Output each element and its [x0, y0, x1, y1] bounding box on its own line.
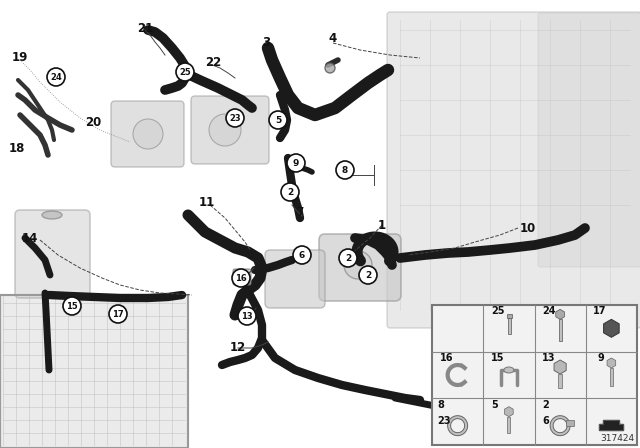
Text: 5: 5	[275, 116, 281, 125]
Text: 20: 20	[85, 116, 101, 129]
FancyBboxPatch shape	[387, 12, 640, 328]
Ellipse shape	[284, 187, 296, 197]
Text: 15: 15	[66, 302, 78, 310]
Text: 25: 25	[491, 306, 504, 316]
Text: 2: 2	[542, 400, 549, 409]
Text: 11: 11	[199, 195, 215, 208]
Text: 21: 21	[137, 22, 153, 34]
Circle shape	[232, 269, 250, 287]
Circle shape	[293, 246, 311, 264]
Text: 24: 24	[542, 306, 556, 316]
Circle shape	[176, 63, 194, 81]
Text: 25: 25	[179, 68, 191, 77]
Text: 10: 10	[520, 221, 536, 234]
FancyBboxPatch shape	[111, 101, 184, 167]
FancyBboxPatch shape	[191, 96, 269, 164]
Circle shape	[336, 161, 354, 179]
Text: 23: 23	[438, 416, 451, 426]
Circle shape	[359, 266, 377, 284]
Bar	[508, 417, 510, 433]
Ellipse shape	[325, 63, 335, 73]
Bar	[0, 295, 188, 448]
Text: 3: 3	[262, 35, 270, 48]
Text: 15: 15	[491, 353, 504, 363]
Bar	[559, 319, 562, 341]
Text: 13: 13	[241, 311, 253, 320]
Text: 17: 17	[593, 306, 607, 316]
FancyBboxPatch shape	[538, 13, 640, 267]
Bar	[566, 420, 574, 426]
Text: 18: 18	[9, 142, 25, 155]
Text: 6: 6	[299, 250, 305, 259]
Text: 1: 1	[378, 219, 386, 232]
Text: 9: 9	[597, 353, 604, 363]
Text: 9: 9	[293, 159, 299, 168]
Text: 17: 17	[112, 310, 124, 319]
Text: 12: 12	[230, 340, 246, 353]
Circle shape	[339, 249, 357, 267]
Text: 16: 16	[235, 273, 247, 283]
Circle shape	[63, 297, 81, 315]
Ellipse shape	[133, 119, 163, 149]
Text: 4: 4	[329, 31, 337, 44]
Text: 16: 16	[440, 353, 453, 363]
Bar	[508, 319, 511, 334]
Bar	[558, 374, 562, 388]
Bar	[432, 305, 637, 445]
FancyBboxPatch shape	[319, 234, 401, 301]
Circle shape	[269, 111, 287, 129]
Text: 19: 19	[12, 51, 28, 64]
Text: 5: 5	[491, 400, 498, 409]
Circle shape	[287, 154, 305, 172]
Polygon shape	[600, 420, 623, 430]
Text: 7: 7	[297, 206, 305, 219]
Text: 317424: 317424	[600, 434, 634, 443]
Text: 6: 6	[542, 416, 549, 426]
Text: 23: 23	[229, 113, 241, 122]
Bar	[0, 295, 188, 448]
FancyBboxPatch shape	[15, 210, 90, 298]
Text: 2: 2	[365, 271, 371, 280]
Ellipse shape	[504, 367, 514, 373]
Text: 13: 13	[542, 353, 556, 363]
Text: 2: 2	[345, 254, 351, 263]
Ellipse shape	[344, 251, 372, 279]
FancyBboxPatch shape	[233, 269, 251, 285]
Circle shape	[226, 109, 244, 127]
Circle shape	[281, 183, 299, 201]
Circle shape	[109, 305, 127, 323]
FancyBboxPatch shape	[265, 250, 325, 308]
Text: 2: 2	[287, 188, 293, 197]
Bar	[610, 368, 613, 386]
Text: 8: 8	[342, 165, 348, 175]
Text: 8: 8	[438, 400, 445, 409]
Text: 22: 22	[205, 56, 221, 69]
Circle shape	[238, 307, 256, 325]
Text: 14: 14	[22, 232, 38, 245]
Text: 24: 24	[50, 73, 62, 82]
Ellipse shape	[42, 211, 62, 219]
Ellipse shape	[209, 114, 241, 146]
Circle shape	[47, 68, 65, 86]
Bar	[507, 314, 512, 319]
